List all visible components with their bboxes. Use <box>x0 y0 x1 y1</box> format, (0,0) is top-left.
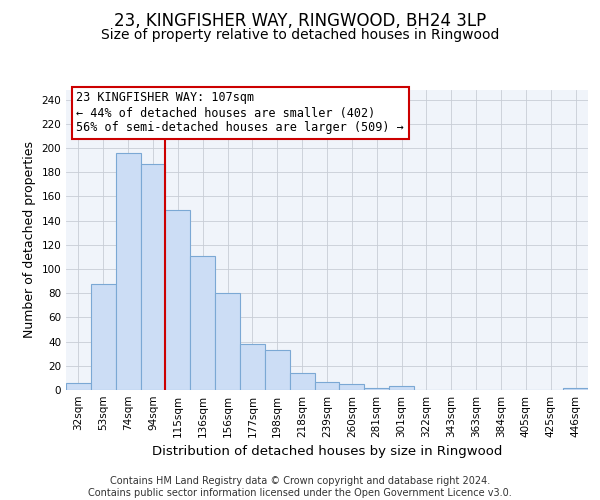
Bar <box>314 382 340 390</box>
Bar <box>66 382 91 390</box>
X-axis label: Distribution of detached houses by size in Ringwood: Distribution of detached houses by size … <box>152 446 502 458</box>
Text: Contains HM Land Registry data © Crown copyright and database right 2024.
Contai: Contains HM Land Registry data © Crown c… <box>88 476 512 498</box>
Text: 23, KINGFISHER WAY, RINGWOOD, BH24 3LP: 23, KINGFISHER WAY, RINGWOOD, BH24 3LP <box>114 12 486 30</box>
Bar <box>166 210 190 390</box>
Text: 23 KINGFISHER WAY: 107sqm
← 44% of detached houses are smaller (402)
56% of semi: 23 KINGFISHER WAY: 107sqm ← 44% of detac… <box>76 92 404 134</box>
Bar <box>340 384 364 390</box>
Bar <box>240 344 265 390</box>
Y-axis label: Number of detached properties: Number of detached properties <box>23 142 36 338</box>
Bar <box>91 284 116 390</box>
Bar <box>116 153 140 390</box>
Bar <box>290 373 314 390</box>
Bar <box>389 386 414 390</box>
Bar <box>265 350 290 390</box>
Bar <box>140 164 166 390</box>
Bar <box>563 388 588 390</box>
Bar <box>215 293 240 390</box>
Bar <box>364 388 389 390</box>
Text: Size of property relative to detached houses in Ringwood: Size of property relative to detached ho… <box>101 28 499 42</box>
Bar <box>190 256 215 390</box>
